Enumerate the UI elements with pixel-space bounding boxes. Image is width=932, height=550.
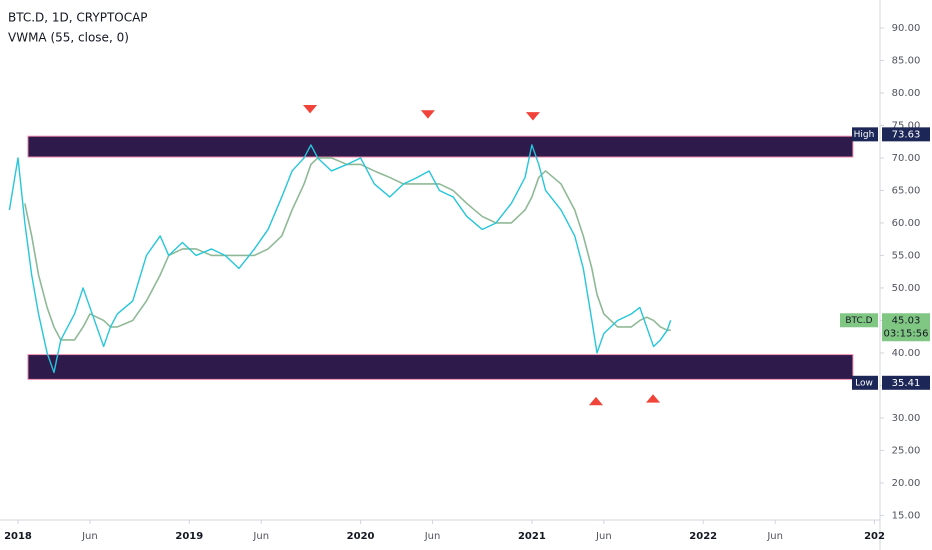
x-tick-label: Jun (81, 531, 98, 542)
y-tick-label: 50.00 (892, 283, 921, 294)
series-line (8, 144, 672, 374)
y-tick-label: 25.00 (892, 445, 921, 456)
zone-box (27, 354, 854, 380)
price-label-name-box (852, 375, 878, 390)
y-tick-label: 60.00 (892, 218, 921, 229)
triangle-marker (303, 105, 318, 114)
triangle-marker (646, 394, 661, 403)
x-tick-label: 2019 (175, 531, 203, 542)
y-tick-label: 90.00 (892, 23, 921, 34)
price-label-name-box (840, 313, 878, 328)
y-tick-label: 55.00 (892, 250, 921, 261)
x-tick-label: Jun (766, 531, 783, 542)
y-tick-label: 80.00 (892, 88, 921, 99)
chart-title: BTC.D, 1D, CRYPTOCAP (8, 11, 148, 25)
triangle-marker (525, 112, 540, 121)
price-label-name-box (852, 127, 878, 142)
y-tick-label: 65.00 (892, 185, 921, 196)
y-tick-label: 70.00 (892, 153, 921, 164)
zone-box (27, 135, 854, 158)
x-tick-label: 2021 (518, 531, 546, 542)
x-tick-label: 2022 (689, 531, 717, 542)
y-tick-label: 30.00 (892, 413, 921, 424)
x-tick-label: 2020 (347, 531, 375, 542)
price-label-name: Low (855, 378, 873, 388)
x-tick-label: 202 (864, 531, 885, 542)
price-label-box (882, 375, 930, 390)
price-label-value: 73.63 (892, 129, 921, 140)
price-label-name: High (854, 130, 875, 140)
x-tick-label: Jun (252, 531, 269, 542)
price-label-box (882, 127, 930, 142)
x-tick-label: 2018 (4, 531, 32, 542)
x-tick-label: Jun (424, 531, 441, 542)
y-tick-label: 20.00 (892, 478, 921, 489)
y-tick-label: 15.00 (892, 510, 921, 521)
triangle-marker (588, 396, 603, 406)
price-label-value: 45.03 (892, 315, 921, 326)
price-label-value: 35.41 (892, 378, 921, 389)
x-tick-label: Jun (595, 531, 612, 542)
y-tick-label: 85.00 (892, 55, 921, 66)
triangle-marker (420, 110, 435, 119)
y-tick-label: 40.00 (892, 348, 921, 359)
y-tick-label: 75.00 (892, 120, 921, 131)
price-label-box (882, 313, 930, 342)
countdown: 03:15:56 (884, 328, 929, 339)
series-line (24, 157, 671, 341)
price-label-name: BTC.D (845, 316, 872, 326)
indicator-label: VWMA (55, close, 0) (8, 31, 129, 45)
